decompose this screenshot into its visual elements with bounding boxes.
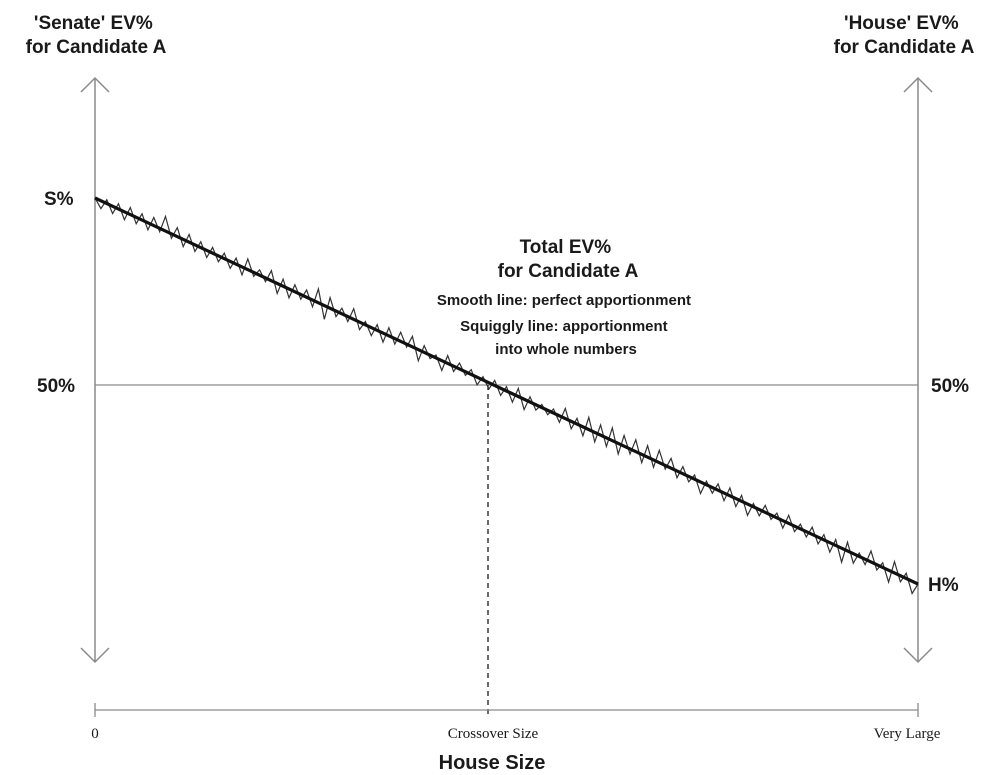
x-tick-very-large: Very Large [874, 726, 941, 742]
s-percent-label: S% [44, 189, 74, 210]
annotation-note-squiggly: Squiggly line: apportionment [460, 318, 668, 335]
left-fifty-label: 50% [37, 376, 75, 397]
left-axis-up-arrow-icon [80, 76, 110, 93]
right-fifty-label: 50% [931, 376, 969, 397]
svg-text:Smooth line: perfect apportion: Smooth line: perfect apportionment Squig… [437, 292, 695, 358]
x-tick-crossover: Crossover Size [448, 726, 539, 742]
annotation-note-smooth: Smooth line: perfect apportionment [437, 292, 691, 309]
annotation: Total EV% for Candidate A Smooth line: p… [437, 237, 695, 358]
right-axis-down-arrow-icon [903, 647, 933, 664]
x-tick-zero: 0 [91, 726, 99, 742]
right-axis [903, 76, 933, 664]
x-axis [94, 703, 919, 717]
svg-text:Total EV% for Candidate: Total EV% for Candidate A [498, 237, 639, 282]
annotation-title-line-1: Total EV% [520, 237, 612, 258]
h-percent-label: H% [928, 575, 959, 596]
annotation-title-line-2: for Candidate A [498, 261, 639, 282]
right-axis-up-arrow-icon [903, 76, 933, 93]
smooth-line [94, 196, 919, 586]
squiggly-line [94, 197, 919, 595]
right-axis-title: 'House' EV% for Candidate A [834, 13, 975, 58]
left-axis-down-arrow-icon [80, 647, 110, 664]
left-axis-title: 'Senate' EV% for Candidate A [26, 13, 167, 58]
annotation-note-squiggly-2: into whole numbers [495, 341, 637, 358]
x-axis-title: House Size [439, 752, 546, 774]
left-axis [80, 76, 110, 664]
